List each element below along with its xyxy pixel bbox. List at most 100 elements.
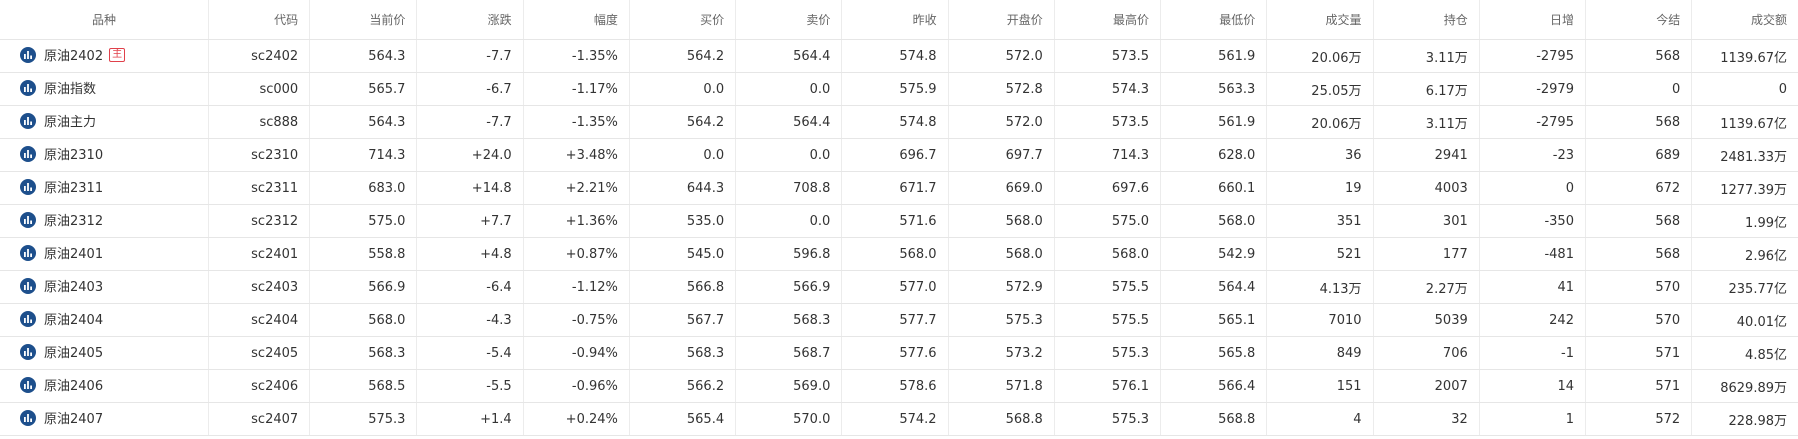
table-row[interactable]: 原油2406 sc2406 568.5 -5.5 -0.96% 566.2 569.0 578… xyxy=(0,369,1798,403)
cell-turnover: 40.01亿 xyxy=(1691,303,1798,337)
cell-ask-price: 564.4 xyxy=(735,39,843,73)
cell-name[interactable]: 原油指数 xyxy=(0,72,209,106)
cell-daily-change: -23 xyxy=(1479,138,1586,172)
column-header-daily-change[interactable]: 日增 xyxy=(1479,0,1586,40)
cell-name[interactable]: 原油主力 xyxy=(0,105,209,139)
column-header-ask[interactable]: 卖价 xyxy=(735,0,843,40)
instrument-name[interactable]: 原油2311 xyxy=(44,181,104,197)
column-header-pct[interactable]: 幅度 xyxy=(523,0,630,40)
instrument-name[interactable]: 原油指数 xyxy=(44,82,97,98)
column-header-name[interactable]: 品种 xyxy=(0,0,209,40)
instrument-name[interactable]: 原油2407 xyxy=(44,412,104,428)
cell-change-pct: +0.87% xyxy=(523,237,630,271)
cell-bid-price: 644.3 xyxy=(629,171,737,205)
column-header-amount[interactable]: 成交额 xyxy=(1691,0,1798,40)
column-header-settle[interactable]: 今结 xyxy=(1585,0,1693,40)
column-header-high[interactable]: 最高价 xyxy=(1054,0,1162,40)
column-header-open-interest[interactable]: 持仓 xyxy=(1373,0,1480,40)
cell-prev-close: 574.8 xyxy=(841,39,949,73)
bar-chart-icon[interactable] xyxy=(20,310,36,327)
cell-ask-price: 568.7 xyxy=(735,336,843,370)
table-row[interactable]: 原油主力 sc888 564.3 -7.7 -1.35% 564.2 564.4 574.8 5… xyxy=(0,105,1798,139)
cell-code: sc2406 xyxy=(208,369,311,403)
cell-name[interactable]: 原油2402 主 xyxy=(0,39,209,73)
cell-code: sc2312 xyxy=(208,204,311,238)
table-row[interactable]: 原油2405 sc2405 568.3 -5.4 -0.94% 568.3 568.7 577… xyxy=(0,336,1798,370)
cell-name[interactable]: 原油2405 xyxy=(0,336,209,370)
instrument-name[interactable]: 原油2310 xyxy=(44,148,104,164)
table-row[interactable]: 原油2404 sc2404 568.0 -4.3 -0.75% 567.7 568.3 577… xyxy=(0,303,1798,337)
table-row[interactable]: 原油2403 sc2403 566.9 -6.4 -1.12% 566.8 566.9 577… xyxy=(0,270,1798,304)
column-header-bid[interactable]: 买价 xyxy=(629,0,737,40)
cell-current-price: 568.5 xyxy=(309,369,418,403)
cell-change: -6.7 xyxy=(416,72,524,106)
bar-chart-icon[interactable] xyxy=(20,79,36,96)
cell-daily-change: 1 xyxy=(1479,402,1586,436)
cell-name[interactable]: 原油2406 xyxy=(0,369,209,403)
instrument-name-wrap: 原油2312 xyxy=(20,210,103,229)
cell-low-price: 563.3 xyxy=(1160,72,1268,106)
cell-prev-close: 577.7 xyxy=(841,303,949,337)
cell-code: sc2401 xyxy=(208,237,311,271)
cell-prev-close: 696.7 xyxy=(841,138,949,172)
cell-name[interactable]: 原油2311 xyxy=(0,171,209,205)
bar-chart-icon[interactable] xyxy=(20,343,36,360)
instrument-name[interactable]: 原油2406 xyxy=(44,379,104,395)
cell-high-price: 714.3 xyxy=(1054,138,1162,172)
cell-change-pct: +0.24% xyxy=(523,402,630,436)
cell-name[interactable]: 原油2401 xyxy=(0,237,209,271)
instrument-name[interactable]: 原油2312 xyxy=(44,214,104,230)
table-row[interactable]: 原油指数 sc000 565.7 -6.7 -1.17% 0.0 0.0 575.9 572.8… xyxy=(0,72,1798,106)
cell-name[interactable]: 原油2403 xyxy=(0,270,209,304)
cell-open-price: 572.9 xyxy=(948,270,1055,304)
cell-prev-close: 578.6 xyxy=(841,369,949,403)
cell-ask-price: 564.4 xyxy=(735,105,843,139)
cell-name[interactable]: 原油2310 xyxy=(0,138,209,172)
cell-high-price: 575.3 xyxy=(1054,336,1162,370)
cell-turnover: 1139.67亿 xyxy=(1691,105,1798,139)
table-row[interactable]: 原油2312 sc2312 575.0 +7.7 +1.36% 535.0 0.0 571.6… xyxy=(0,204,1798,238)
bar-chart-icon[interactable] xyxy=(20,277,36,294)
bar-chart-icon[interactable] xyxy=(20,112,36,129)
cell-turnover: 1277.39万 xyxy=(1691,171,1798,205)
column-header-low[interactable]: 最低价 xyxy=(1160,0,1268,40)
cell-settle-price: 568 xyxy=(1585,39,1693,73)
table-row[interactable]: 原油2407 sc2407 575.3 +1.4 +0.24% 565.4 570.0 574… xyxy=(0,402,1798,436)
column-header-change[interactable]: 涨跌 xyxy=(416,0,524,40)
column-header-code[interactable]: 代码 xyxy=(208,0,311,40)
bar-chart-icon[interactable] xyxy=(20,145,36,162)
instrument-name[interactable]: 原油2405 xyxy=(44,346,104,362)
bar-chart-icon[interactable] xyxy=(20,178,36,195)
table-row[interactable]: 原油2311 sc2311 683.0 +14.8 +2.21% 644.3 708.8 67… xyxy=(0,171,1798,205)
instrument-name[interactable]: 原油主力 xyxy=(44,115,97,131)
instrument-name[interactable]: 原油2404 xyxy=(44,313,104,329)
cell-settle-price: 568 xyxy=(1585,204,1693,238)
cell-open-interest: 301 xyxy=(1373,204,1480,238)
instrument-name[interactable]: 原油2401 xyxy=(44,247,104,263)
cell-name[interactable]: 原油2312 xyxy=(0,204,209,238)
bar-chart-icon[interactable] xyxy=(20,409,36,426)
cell-name[interactable]: 原油2407 xyxy=(0,402,209,436)
cell-change: +24.0 xyxy=(416,138,524,172)
cell-ask-price: 568.3 xyxy=(735,303,843,337)
column-header-volume[interactable]: 成交量 xyxy=(1266,0,1374,40)
instrument-name[interactable]: 原油2403 xyxy=(44,280,104,296)
table-row[interactable]: 原油2402 主 sc2402 564.3 -7.7 -1.35% 564.2 564.4 57… xyxy=(0,39,1798,73)
instrument-name[interactable]: 原油2402 xyxy=(44,49,104,65)
cell-change: -7.7 xyxy=(416,105,524,139)
column-header-price[interactable]: 当前价 xyxy=(309,0,418,40)
cell-volume: 36 xyxy=(1266,138,1374,172)
cell-volume: 849 xyxy=(1266,336,1374,370)
cell-code: sc000 xyxy=(208,72,311,106)
bar-chart-icon[interactable] xyxy=(20,211,36,228)
table-row[interactable]: 原油2310 sc2310 714.3 +24.0 +3.48% 0.0 0.0 696.7 6… xyxy=(0,138,1798,172)
column-header-prev-close[interactable]: 昨收 xyxy=(841,0,949,40)
table-row[interactable]: 原油2401 sc2401 558.8 +4.8 +0.87% 545.0 596.8 568… xyxy=(0,237,1798,271)
cell-low-price: 561.9 xyxy=(1160,105,1268,139)
bar-chart-icon[interactable] xyxy=(20,46,36,63)
bar-chart-icon[interactable] xyxy=(20,244,36,261)
cell-low-price: 565.8 xyxy=(1160,336,1268,370)
column-header-open[interactable]: 开盘价 xyxy=(948,0,1055,40)
cell-name[interactable]: 原油2404 xyxy=(0,303,209,337)
bar-chart-icon[interactable] xyxy=(20,376,36,393)
